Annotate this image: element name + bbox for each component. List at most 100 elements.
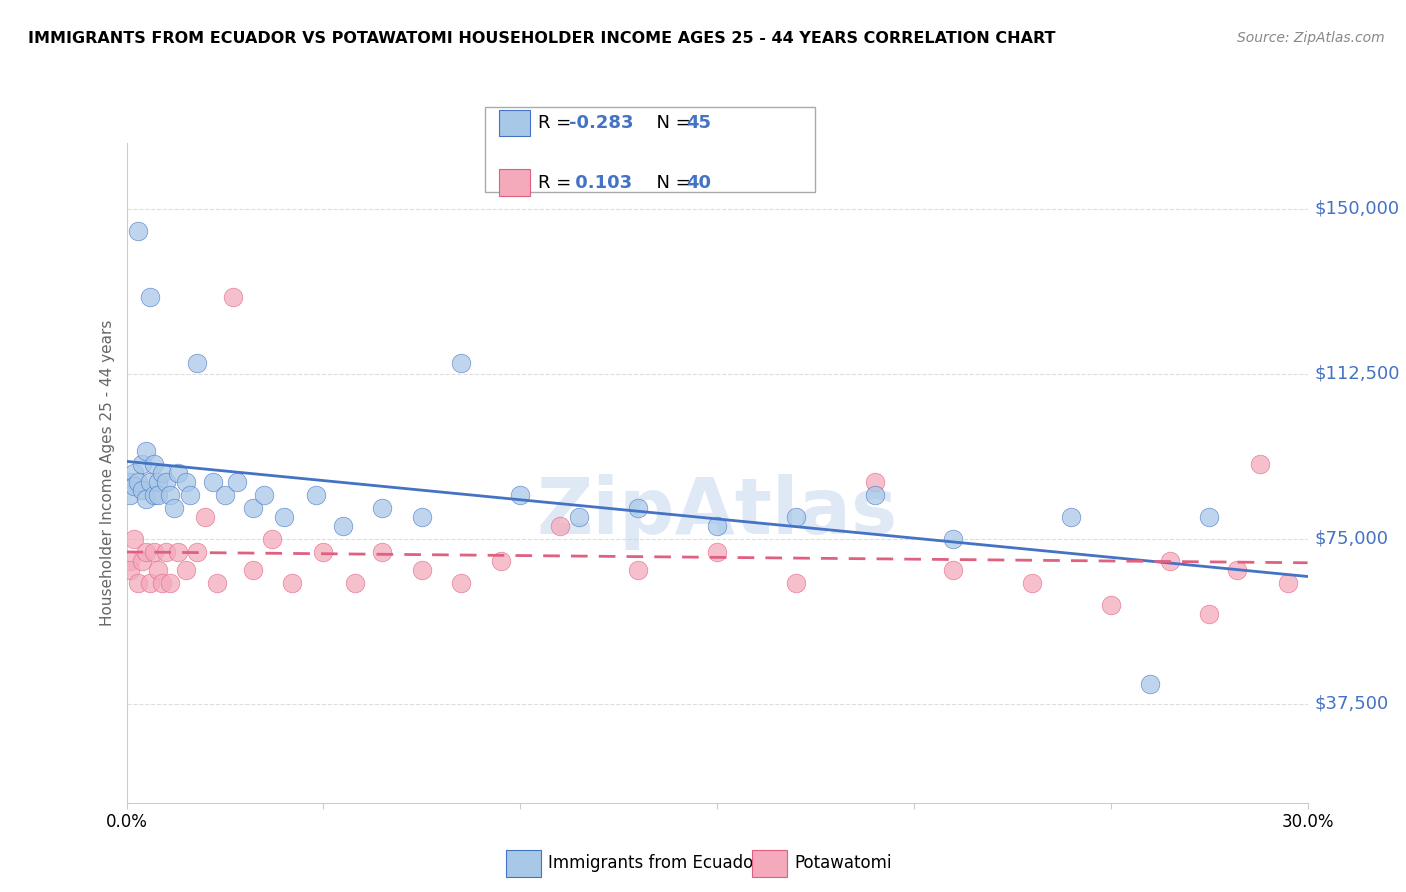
Point — [281, 575, 304, 590]
Text: IMMIGRANTS FROM ECUADOR VS POTAWATOMI HOUSEHOLDER INCOME AGES 25 - 44 YEARS CORR: IMMIGRANTS FROM ECUADOR VS POTAWATOMI HO… — [28, 31, 1056, 46]
Point — [159, 575, 181, 590]
Point — [785, 575, 807, 590]
Point — [489, 554, 512, 568]
Point — [1198, 607, 1220, 621]
Point — [627, 500, 650, 515]
Point — [186, 545, 208, 559]
Point — [174, 563, 197, 577]
Point — [627, 563, 650, 577]
Point — [131, 457, 153, 471]
Point — [1139, 677, 1161, 691]
Text: $150,000: $150,000 — [1315, 200, 1400, 218]
Point — [863, 475, 886, 489]
Point — [143, 457, 166, 471]
Text: ZipAtlas: ZipAtlas — [537, 475, 897, 550]
Point — [179, 488, 201, 502]
Point — [139, 575, 162, 590]
Point — [273, 509, 295, 524]
Point — [1060, 509, 1083, 524]
Text: Source: ZipAtlas.com: Source: ZipAtlas.com — [1237, 31, 1385, 45]
Point — [411, 563, 433, 577]
Text: 0.103: 0.103 — [569, 174, 633, 192]
Point — [942, 532, 965, 546]
Point — [371, 545, 394, 559]
Point — [411, 509, 433, 524]
Text: 40: 40 — [686, 174, 711, 192]
Text: R =: R = — [538, 174, 578, 192]
Point — [120, 563, 142, 577]
Point — [124, 466, 146, 480]
Point — [124, 532, 146, 546]
Point — [568, 509, 591, 524]
Point — [1249, 457, 1271, 471]
Point — [146, 563, 169, 577]
Point — [1099, 598, 1122, 612]
Text: Immigrants from Ecuador: Immigrants from Ecuador — [548, 855, 761, 872]
Point — [863, 488, 886, 502]
Y-axis label: Householder Income Ages 25 - 44 years: Householder Income Ages 25 - 44 years — [100, 319, 115, 626]
Point — [135, 492, 157, 507]
Point — [143, 488, 166, 502]
Point — [509, 488, 531, 502]
Point — [785, 509, 807, 524]
Text: R =: R = — [538, 114, 578, 132]
Point — [150, 575, 173, 590]
Text: $112,500: $112,500 — [1315, 365, 1400, 383]
Point — [194, 509, 217, 524]
Point — [214, 488, 236, 502]
Point — [942, 563, 965, 577]
Text: N =: N = — [645, 114, 697, 132]
Text: Potawatomi: Potawatomi — [794, 855, 891, 872]
Point — [205, 575, 228, 590]
Point — [124, 479, 146, 493]
Point — [242, 500, 264, 515]
Point — [1021, 575, 1043, 590]
Point — [706, 545, 728, 559]
Point — [127, 475, 149, 489]
Point — [139, 475, 162, 489]
Point — [304, 488, 326, 502]
Point — [186, 356, 208, 370]
Point — [120, 554, 142, 568]
Point — [159, 488, 181, 502]
Point — [146, 475, 169, 489]
Point — [222, 290, 245, 304]
Point — [163, 500, 186, 515]
Point — [155, 545, 177, 559]
Point — [262, 532, 284, 546]
Point — [143, 545, 166, 559]
Point — [1159, 554, 1181, 568]
Point — [343, 575, 366, 590]
Point — [450, 356, 472, 370]
Point — [202, 475, 225, 489]
Point — [166, 545, 188, 559]
Point — [332, 518, 354, 533]
Text: N =: N = — [645, 174, 697, 192]
Point — [450, 575, 472, 590]
Point — [150, 466, 173, 480]
Point — [120, 488, 142, 502]
Point — [166, 466, 188, 480]
Point — [1226, 563, 1249, 577]
Point — [706, 518, 728, 533]
Point — [312, 545, 335, 559]
Text: -0.283: -0.283 — [569, 114, 634, 132]
Text: $75,000: $75,000 — [1315, 530, 1389, 548]
Text: $37,500: $37,500 — [1315, 695, 1389, 713]
Point — [225, 475, 247, 489]
Point — [1198, 509, 1220, 524]
Point — [131, 554, 153, 568]
Point — [135, 443, 157, 458]
Point — [242, 563, 264, 577]
Point — [1277, 575, 1299, 590]
Point — [120, 475, 142, 489]
Point — [135, 545, 157, 559]
Point — [174, 475, 197, 489]
Point — [253, 488, 276, 502]
Point — [139, 290, 162, 304]
Point — [127, 224, 149, 238]
Point — [548, 518, 571, 533]
Point — [371, 500, 394, 515]
Text: 45: 45 — [686, 114, 711, 132]
Point — [131, 483, 153, 498]
